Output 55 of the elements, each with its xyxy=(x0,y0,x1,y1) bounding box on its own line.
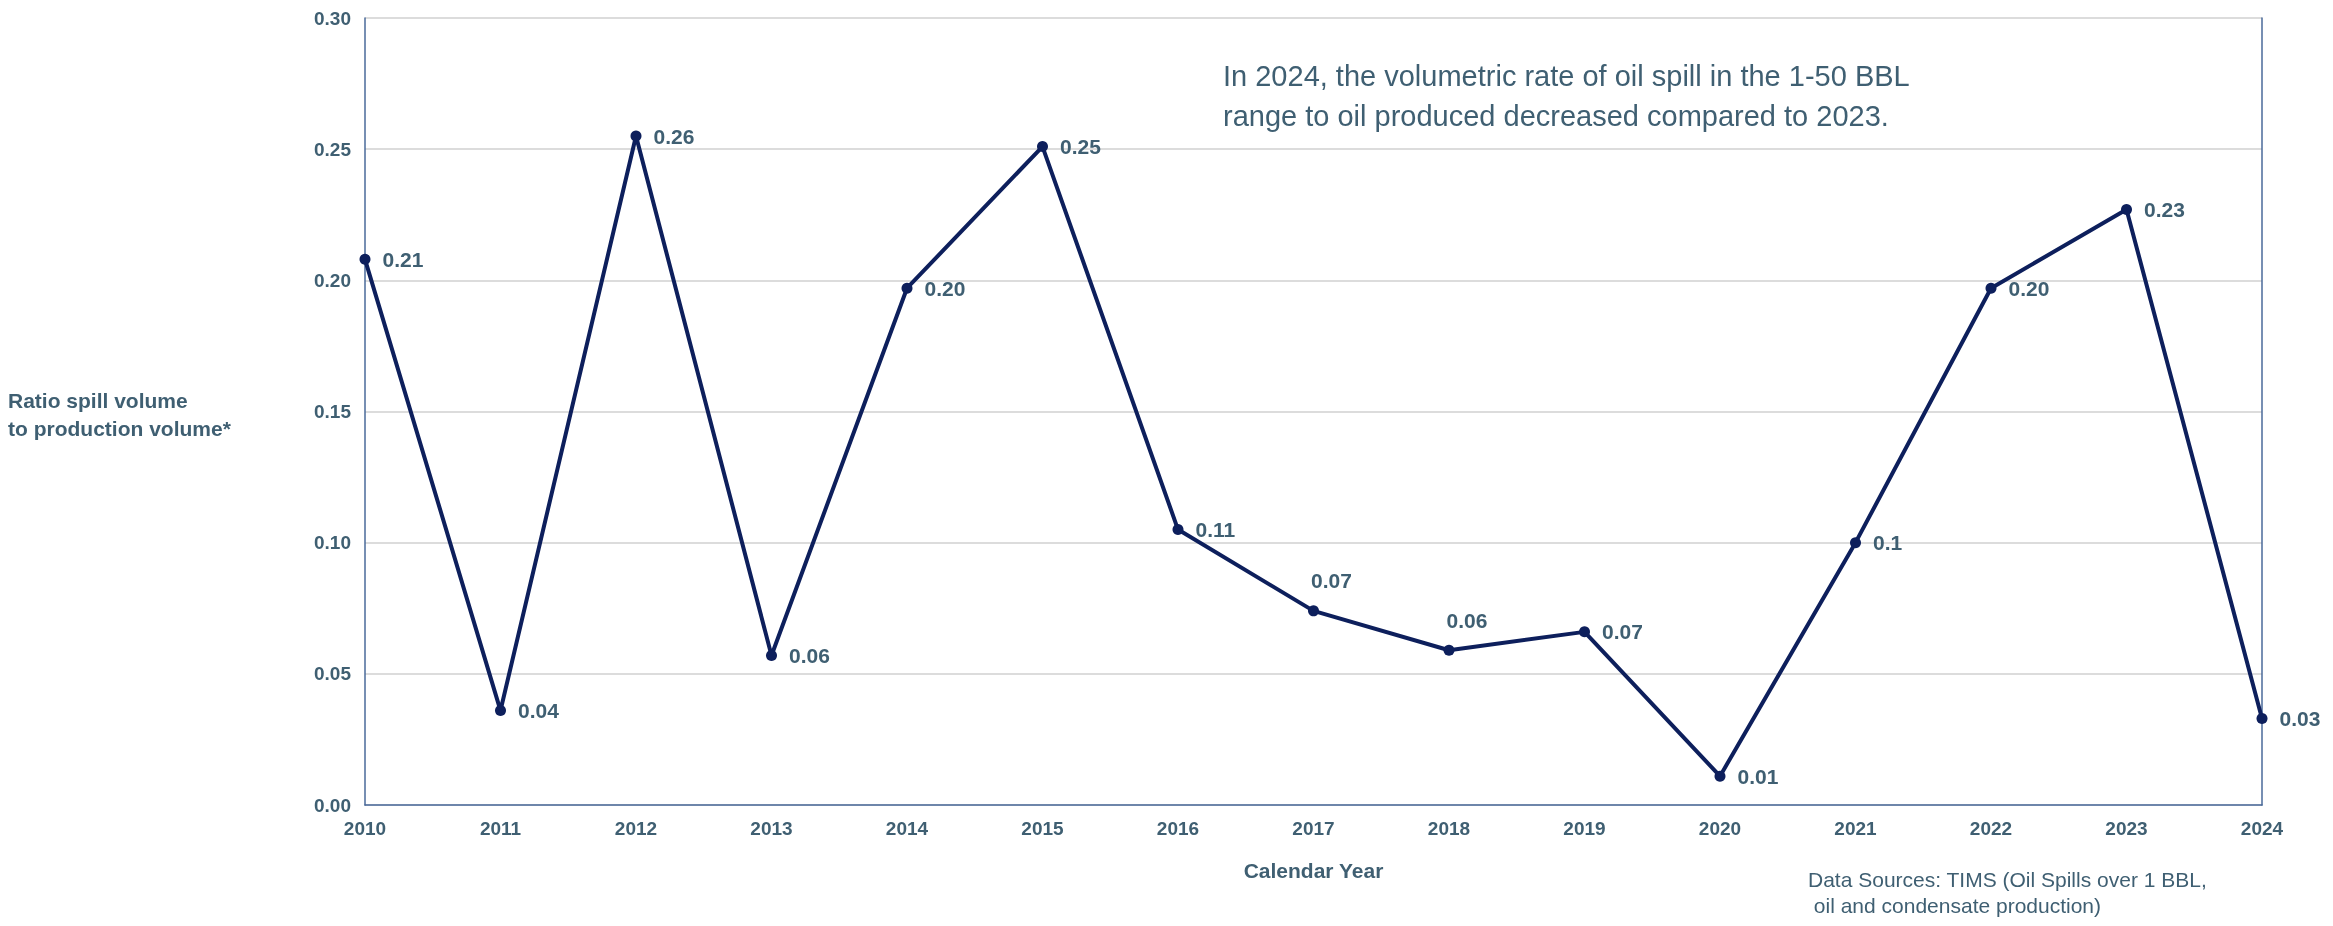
data-label: 0.07 xyxy=(1602,620,1643,644)
point xyxy=(1443,644,1455,656)
x-tick-label: 2015 xyxy=(1021,818,1065,839)
point xyxy=(1714,770,1726,782)
x-tick-label: 2019 xyxy=(1563,818,1606,839)
data-label: 0.20 xyxy=(924,276,966,300)
point xyxy=(1037,141,1048,153)
point xyxy=(630,130,642,142)
x-tick-label: 2011 xyxy=(479,818,522,839)
data-label: 0.23 xyxy=(2144,198,2185,221)
data-label: 0.1 xyxy=(1873,531,1903,555)
data-label: 0.25 xyxy=(1060,135,1102,159)
y-tick-label: 0.05 xyxy=(314,663,352,685)
data-label: 0.21 xyxy=(382,247,424,271)
point xyxy=(495,705,506,717)
data-label: 0.07 xyxy=(1311,569,1352,593)
point xyxy=(1579,626,1590,638)
point xyxy=(901,282,913,294)
x-tick-label: 2017 xyxy=(1292,818,1335,839)
y-tick-label: 0.00 xyxy=(314,794,351,816)
x-tick-label: 2014 xyxy=(885,818,929,839)
text: Data Sources: TIMS (Oil Spills over 1 BBL, oil and condensate production) xyxy=(1808,867,2207,917)
data-label: 0.03 xyxy=(2279,706,2321,730)
point xyxy=(1172,524,1184,536)
point xyxy=(1985,282,1997,294)
data-label: 0.04 xyxy=(518,699,560,723)
x-tick-label: 2016 xyxy=(1156,818,1200,839)
x-tick-label: 2012 xyxy=(614,818,658,839)
point xyxy=(2256,712,2268,724)
data-label: 0.20 xyxy=(2008,276,2050,300)
x-tick-label: 2010 xyxy=(343,818,387,839)
y-axis-title: Ratio spill volume to production volume* xyxy=(8,388,232,440)
point xyxy=(1850,537,1861,549)
x-tick-label: 2024 xyxy=(2240,818,2284,839)
x-axis-title: Calendar Year xyxy=(1243,859,1384,882)
x-tick-label: 2021 xyxy=(1834,818,1878,839)
annotation: In 2024, the volumetric rate of oil spill in the 1-50 BBL range to oil produced decreased compared to 2023. xyxy=(1223,60,1910,132)
x-tick-label: 2013 xyxy=(750,818,793,839)
x-tick-label: 2018 xyxy=(1427,818,1471,839)
y-tick-label: 0.25 xyxy=(314,138,352,160)
data-label: 0.01 xyxy=(1737,764,1779,788)
x-tick-label: 2022 xyxy=(1969,818,2013,839)
data-label: 0.06 xyxy=(1446,608,1488,632)
y-tick-label: 0.10 xyxy=(314,532,351,554)
y-tick-label: 0.30 xyxy=(314,7,351,29)
data-label: 0.26 xyxy=(653,124,695,148)
point xyxy=(1308,605,1319,617)
data-label: 0.11 xyxy=(1195,518,1236,542)
y-tick-label: 0.20 xyxy=(314,269,351,291)
point xyxy=(359,253,371,265)
data-label: 0.06 xyxy=(789,643,830,667)
x-tick-label: 2020 xyxy=(1698,818,1742,839)
point xyxy=(2121,204,2132,215)
x-tick-label: 2023 xyxy=(2105,818,2148,839)
y-tick-label: 0.15 xyxy=(314,401,352,422)
